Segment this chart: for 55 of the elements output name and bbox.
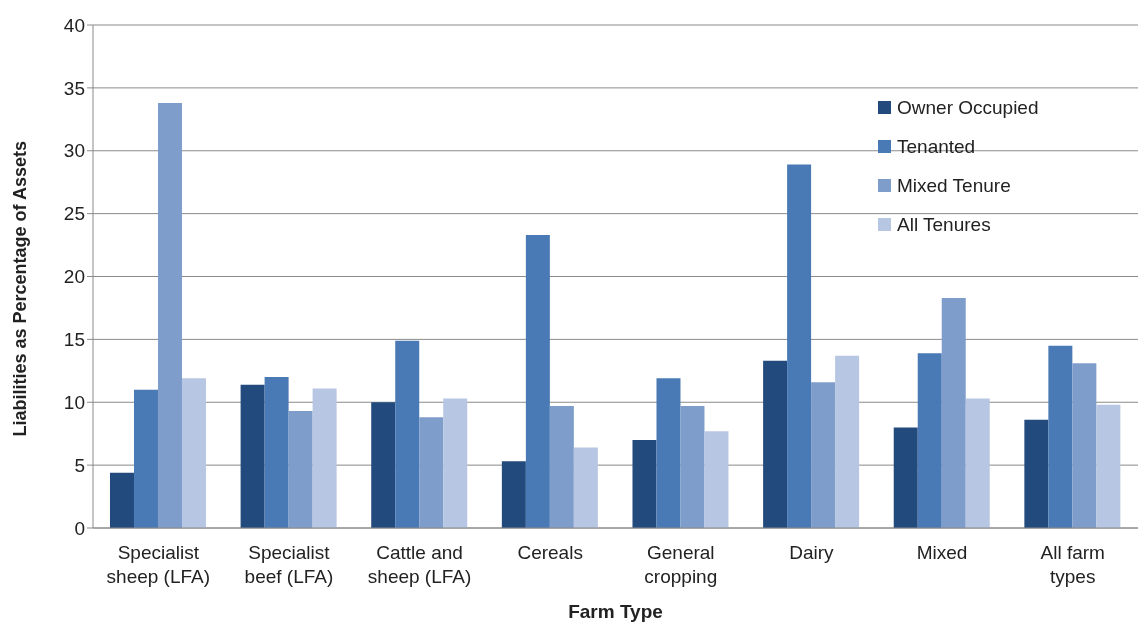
x-axis-title: Farm Type: [568, 601, 663, 622]
legend-label: Mixed Tenure: [897, 174, 1011, 197]
x-tick-label: Specialist sheep (LFA): [106, 542, 211, 587]
bar: [917, 353, 942, 528]
bar: [443, 398, 468, 528]
bar: [525, 235, 550, 528]
bar: [573, 447, 598, 528]
bar: [941, 297, 966, 528]
x-tick-label: Mixed: [916, 542, 968, 563]
x-tick-label: Cereals: [517, 542, 583, 563]
legend-label: Tenanted: [897, 135, 976, 158]
y-axis-title: Liabilities as Percentage of Assets: [10, 141, 31, 437]
bar: [893, 427, 918, 528]
bar: [157, 102, 182, 528]
bar: [632, 439, 657, 528]
y-tick-label: 35: [63, 77, 85, 99]
y-tick-label: 0: [74, 517, 85, 539]
bar: [371, 402, 396, 528]
legend-label: All Tenures: [897, 213, 991, 236]
bar: [240, 384, 265, 528]
y-tick-label: 10: [63, 391, 85, 413]
bar: [288, 411, 313, 528]
x-tick-label: All farm types: [1040, 542, 1105, 587]
bar: [1048, 345, 1073, 528]
bar: [501, 461, 526, 528]
y-tick-label: 5: [74, 454, 85, 476]
bar: [835, 355, 860, 528]
x-tick-label: Dairy: [789, 542, 835, 563]
bar: [1024, 419, 1049, 528]
bar: [811, 382, 836, 528]
bar: [787, 164, 812, 528]
bar: [704, 431, 729, 528]
bar: [109, 472, 134, 528]
bar: [395, 340, 420, 528]
bar: [181, 378, 206, 528]
y-tick-label: 25: [63, 203, 85, 225]
legend-label: Owner Occupied: [897, 96, 1039, 119]
bar: [549, 406, 574, 528]
bar: [312, 388, 337, 528]
bar: [133, 389, 158, 528]
y-tick-label: 40: [63, 14, 85, 36]
y-tick-label: 20: [63, 266, 85, 288]
bar: [965, 398, 990, 528]
bar: [264, 377, 289, 528]
y-tick-label: 30: [63, 140, 85, 162]
x-tick-label: Cattle and sheep (LFA): [367, 542, 472, 587]
bar: [1072, 363, 1097, 528]
bar: [680, 406, 705, 528]
bar: [656, 378, 681, 528]
y-tick-label: 15: [63, 329, 85, 351]
x-tick-label: General cropping: [644, 542, 718, 587]
x-tick-label: Specialist beef (LFA): [244, 542, 334, 587]
bar: [763, 360, 788, 528]
bar: [419, 417, 444, 528]
bar: [1096, 404, 1121, 528]
